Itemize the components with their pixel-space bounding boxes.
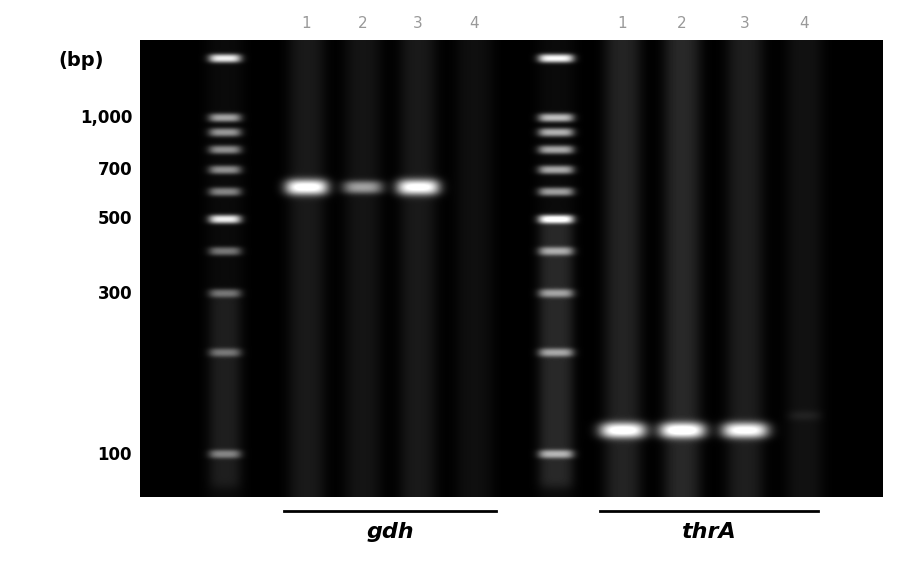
Text: 700: 700	[97, 161, 132, 179]
Text: (bp): (bp)	[58, 51, 104, 70]
Text: 2: 2	[357, 16, 367, 31]
Text: 3: 3	[740, 16, 750, 31]
Text: 1,000: 1,000	[80, 108, 132, 127]
Text: 4: 4	[469, 16, 479, 31]
Text: 3: 3	[413, 16, 423, 31]
Text: 4: 4	[799, 16, 809, 31]
Text: 100: 100	[97, 445, 132, 464]
Text: 300: 300	[97, 285, 132, 303]
Text: thrA: thrA	[681, 522, 736, 542]
Text: 500: 500	[97, 210, 132, 228]
Text: 1: 1	[617, 16, 627, 31]
Text: gdh: gdh	[366, 522, 414, 542]
Text: 1: 1	[302, 16, 311, 31]
Text: 2: 2	[677, 16, 687, 31]
